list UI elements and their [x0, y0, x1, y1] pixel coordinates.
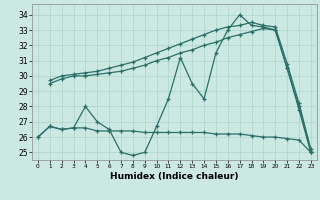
- X-axis label: Humidex (Indice chaleur): Humidex (Indice chaleur): [110, 172, 239, 181]
